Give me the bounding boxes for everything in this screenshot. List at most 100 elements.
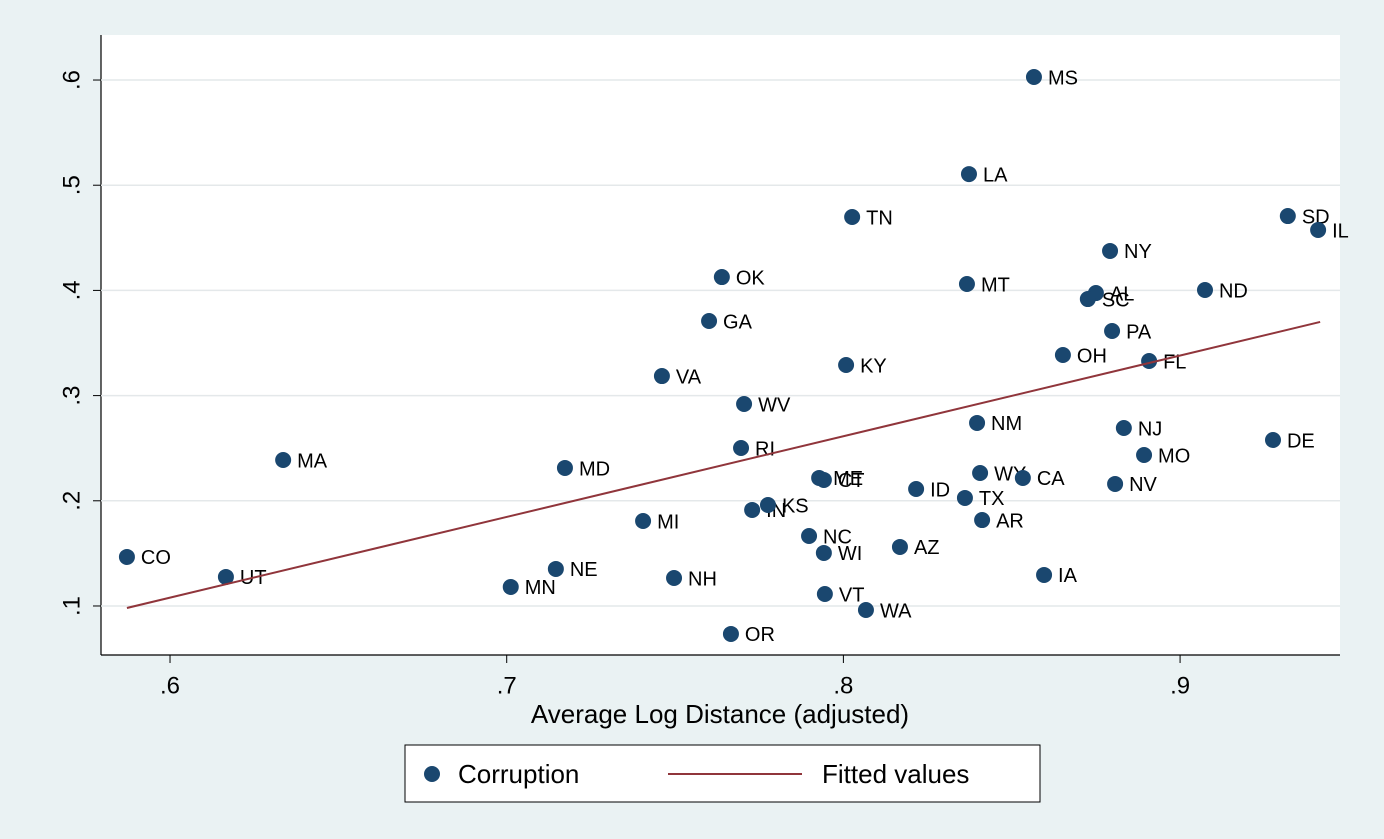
y-tick-label: .4 [58, 280, 85, 300]
point-label: TN [866, 207, 893, 229]
point [722, 625, 739, 642]
point [844, 208, 861, 225]
point-label: FL [1163, 351, 1186, 373]
x-tick-label: .9 [1170, 672, 1190, 699]
point-label: NC [823, 526, 852, 548]
point-label: MD [579, 458, 610, 480]
point-label: MT [981, 274, 1010, 296]
point [972, 465, 989, 482]
x-tick-label: .7 [497, 672, 517, 699]
point [1079, 291, 1096, 308]
point [1102, 242, 1119, 259]
point-label: OH [1077, 345, 1107, 367]
y-tick-label: .1 [58, 596, 85, 616]
point [217, 568, 234, 585]
point-label: KS [782, 495, 809, 517]
y-tick-label: .6 [58, 70, 85, 90]
x-axis-label: Average Log Distance (adjusted) [531, 699, 909, 729]
point [815, 471, 832, 488]
point [733, 439, 750, 456]
point-label: MO [1158, 445, 1190, 467]
point [744, 501, 761, 518]
point-label: NJ [1138, 418, 1162, 440]
point [1104, 323, 1121, 340]
x-tick-label: .6 [160, 672, 180, 699]
point [1054, 346, 1071, 363]
point-label: WA [880, 600, 912, 622]
point [713, 269, 730, 286]
point [1115, 419, 1132, 436]
point-label: OK [736, 267, 766, 289]
point-label: SD [1302, 206, 1330, 228]
point-label: NV [1129, 474, 1157, 496]
point-label: CO [141, 547, 171, 569]
point [701, 313, 718, 330]
point-label: IL [1332, 220, 1349, 242]
point [653, 368, 670, 385]
point [857, 601, 874, 618]
point-label: MN [525, 577, 556, 599]
point-label: NH [688, 568, 717, 590]
point [275, 451, 292, 468]
point [956, 489, 973, 506]
point-label: OR [745, 624, 775, 646]
point-label: NE [570, 559, 598, 581]
point [502, 578, 519, 595]
point [1025, 68, 1042, 85]
point-label: ND [1219, 280, 1248, 302]
point [816, 585, 833, 602]
point [969, 414, 986, 431]
point [815, 544, 832, 561]
legend-label: Fitted values [822, 759, 969, 789]
point [974, 512, 991, 529]
point-label: AZ [914, 537, 940, 559]
point [801, 528, 818, 545]
point [1141, 352, 1158, 369]
y-tick-label: .2 [58, 491, 85, 511]
point-label: MS [1048, 67, 1078, 89]
point-label: NM [991, 413, 1022, 435]
point-label: ME [833, 468, 863, 490]
point-label: SC [1102, 289, 1130, 311]
point-label: PA [1126, 321, 1152, 343]
point-label: LA [983, 164, 1008, 186]
point [958, 275, 975, 292]
point [1136, 447, 1153, 464]
x-tick-label: .8 [833, 672, 853, 699]
point [118, 548, 135, 565]
point-label: KY [860, 355, 887, 377]
point [759, 496, 776, 513]
legend-label: Corruption [458, 759, 579, 789]
plot-area [101, 35, 1340, 655]
fit-line [126, 320, 1321, 609]
point-label: GA [723, 311, 753, 333]
point [891, 538, 908, 555]
point [1014, 469, 1031, 486]
y-tick-label: .5 [58, 175, 85, 195]
point-label: VA [676, 366, 702, 388]
point [1279, 208, 1296, 225]
point-label: DE [1287, 430, 1315, 452]
point [1264, 431, 1281, 448]
point-label: IA [1058, 565, 1078, 587]
point [1107, 475, 1124, 492]
point-label: AR [996, 510, 1024, 532]
point [838, 356, 855, 373]
legend-marker [424, 766, 440, 782]
point [635, 512, 652, 529]
point [1036, 566, 1053, 583]
point-label: VT [839, 584, 865, 606]
point-label: AL [1110, 283, 1134, 305]
point-label: WI [838, 543, 862, 565]
point [908, 481, 925, 498]
point-label: CT [838, 470, 865, 492]
point-label: MA [297, 450, 328, 472]
point-label: MI [657, 511, 679, 533]
point [666, 569, 683, 586]
point [736, 396, 753, 413]
y-tick-label: .3 [58, 386, 85, 406]
point [1310, 222, 1327, 239]
point [547, 560, 564, 577]
